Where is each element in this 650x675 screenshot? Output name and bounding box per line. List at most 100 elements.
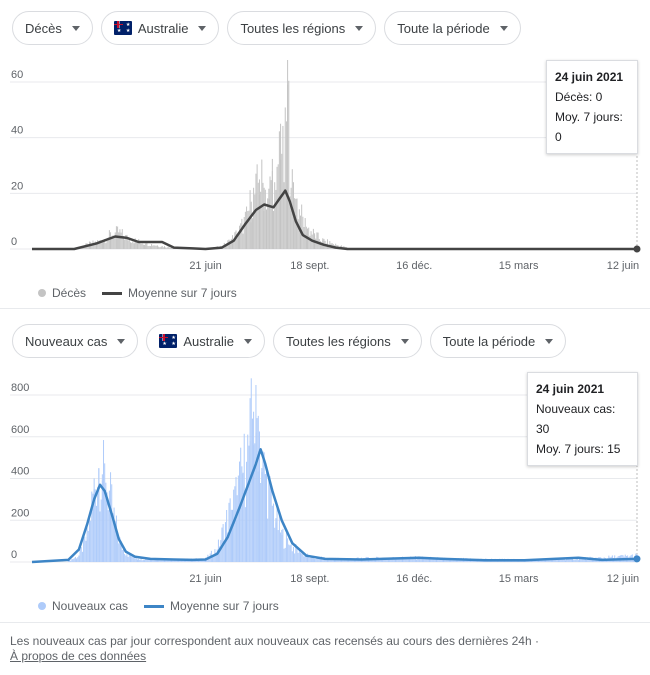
bar xyxy=(171,247,173,249)
bar xyxy=(386,558,388,562)
bar xyxy=(575,559,577,562)
bar xyxy=(317,232,319,249)
bar xyxy=(107,510,109,562)
cases-chart[interactable]: 0 200 400 600 800 21 juin 18 sept. 16 déc. 15 ma… xyxy=(0,373,650,593)
bar xyxy=(73,558,75,562)
bar xyxy=(271,171,273,249)
bar xyxy=(580,558,582,562)
bar xyxy=(120,545,122,562)
bar xyxy=(241,474,243,562)
caret-down-icon xyxy=(71,25,80,31)
region-dropdown[interactable]: Toutes les régions xyxy=(227,11,377,45)
y-tick-label: 600 xyxy=(11,424,29,436)
bar xyxy=(312,558,314,562)
bar xyxy=(284,547,286,562)
bar xyxy=(409,557,411,562)
bar xyxy=(433,558,435,562)
caret-down-icon xyxy=(355,25,364,31)
bar xyxy=(165,247,167,249)
bar xyxy=(560,559,562,562)
bar xyxy=(144,244,146,249)
bar xyxy=(423,558,425,562)
bar xyxy=(81,551,83,562)
bar xyxy=(304,218,306,249)
bar xyxy=(239,461,241,562)
bar xyxy=(154,559,156,562)
bar xyxy=(185,560,187,562)
footer-note: Les nouveaux cas par jour correspondent … xyxy=(10,634,539,648)
bar xyxy=(247,211,249,249)
bar xyxy=(269,497,271,562)
bar xyxy=(161,246,163,249)
bar xyxy=(230,238,232,249)
bar xyxy=(307,553,309,562)
bar xyxy=(288,80,290,249)
bar xyxy=(443,558,445,562)
average-line xyxy=(31,448,638,564)
bar xyxy=(301,553,303,562)
bar xyxy=(215,552,217,562)
about-data-link[interactable]: À propos de ces données xyxy=(10,649,147,663)
deaths-filter-row: Décès ★ ★ ★ Australie Toutes les régions… xyxy=(12,11,521,45)
bar xyxy=(583,559,585,562)
bar xyxy=(426,559,428,562)
bar xyxy=(273,210,275,249)
bar xyxy=(308,555,310,562)
bar xyxy=(112,235,114,249)
bar xyxy=(226,509,228,562)
bar xyxy=(298,549,300,562)
tooltip-average: Moy. 7 jours: 0 xyxy=(555,110,623,144)
bar xyxy=(276,166,278,249)
deaths-tooltip: 24 juin 2021 Décès: 0 Moy. 7 jours: 0 xyxy=(546,60,638,154)
tooltip-date: 24 juin 2021 xyxy=(536,382,605,396)
bar xyxy=(296,548,298,562)
deaths-chart[interactable]: 0 20 40 60 21 juin 18 sept. 16 déc. 15 mars 12 j… xyxy=(0,60,650,280)
bar xyxy=(263,452,265,562)
bar xyxy=(117,534,119,562)
bar xyxy=(249,440,251,562)
bar xyxy=(260,482,262,562)
bar xyxy=(265,467,267,562)
bar xyxy=(317,557,319,562)
bar xyxy=(328,559,330,562)
bar xyxy=(129,242,131,249)
bar xyxy=(138,239,140,249)
legend-line-swatch xyxy=(144,604,165,608)
bar xyxy=(99,511,101,562)
period-dropdown[interactable]: Toute la période xyxy=(429,324,567,358)
bar xyxy=(95,243,97,249)
bar xyxy=(268,477,270,562)
bar xyxy=(260,191,262,249)
bar xyxy=(567,558,569,562)
bar xyxy=(240,223,242,249)
bar xyxy=(257,415,259,562)
bar xyxy=(290,187,292,249)
period-dropdown[interactable]: Toute la période xyxy=(384,11,521,45)
metric-dropdown[interactable]: Décès xyxy=(12,11,93,45)
bar xyxy=(74,556,76,562)
bar xyxy=(424,557,426,562)
bar xyxy=(131,242,133,249)
bar xyxy=(418,557,420,562)
bar xyxy=(315,559,317,562)
bar xyxy=(227,532,229,562)
country-dropdown[interactable]: ★ ★ ★ Australie xyxy=(100,11,220,45)
bar xyxy=(407,557,409,562)
metric-dropdown[interactable]: Nouveaux cas xyxy=(12,324,139,358)
bar xyxy=(239,225,241,249)
bar xyxy=(265,209,267,249)
bar xyxy=(310,555,312,562)
bar xyxy=(559,558,561,562)
bar xyxy=(290,544,292,562)
region-dropdown[interactable]: Toutes les régions xyxy=(272,324,422,358)
bar xyxy=(118,543,120,562)
y-tick-label: 40 xyxy=(11,125,23,137)
bar xyxy=(67,560,69,562)
country-dropdown[interactable]: ★ ★ ★ Australie xyxy=(146,324,265,358)
bar xyxy=(411,557,413,562)
end-point-marker xyxy=(633,245,641,253)
bar xyxy=(243,217,245,249)
bar xyxy=(212,556,214,562)
bar xyxy=(248,445,250,562)
bar xyxy=(86,536,88,562)
